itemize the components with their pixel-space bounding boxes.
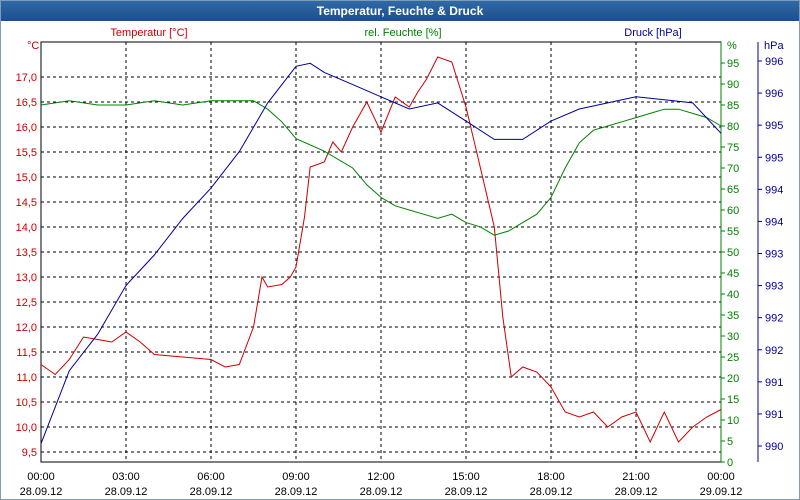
humidity-tick-label: 90 bbox=[727, 79, 739, 91]
x-tick-date: 28.09.12 bbox=[615, 486, 658, 498]
humidity-tick-label: 30 bbox=[727, 331, 739, 343]
temperature-tick-label: 11,5 bbox=[16, 347, 37, 359]
temperature-tick-label: 11,0 bbox=[16, 372, 37, 384]
x-tick-time: 00:00 bbox=[707, 471, 735, 483]
series-line-temperature bbox=[40, 56, 722, 444]
humidity-tick-label: 0 bbox=[727, 457, 733, 469]
temperature-tick-label: 14,0 bbox=[16, 222, 37, 234]
humidity-tick-label: 40 bbox=[727, 289, 739, 301]
humidity-tick-label: 25 bbox=[727, 352, 739, 364]
pressure-tick-label: 990 bbox=[765, 441, 783, 453]
x-tick-date: 28.09.12 bbox=[530, 486, 573, 498]
pressure-tick-label: 996 bbox=[765, 88, 783, 100]
humidity-tick-label: 95 bbox=[727, 58, 739, 70]
pressure-tick-label: 993 bbox=[765, 249, 783, 261]
temperature-tick-label: 10,5 bbox=[16, 397, 37, 409]
pressure-tick-label: 992 bbox=[765, 313, 783, 325]
x-tick-time: 06:00 bbox=[197, 471, 225, 483]
series-line-humidity bbox=[40, 100, 722, 236]
axes bbox=[40, 41, 762, 463]
x-tick-time: 09:00 bbox=[282, 471, 310, 483]
temperature-tick-label: 13,5 bbox=[16, 247, 37, 259]
chart-title: Temperatur, Feuchte & Druck bbox=[1, 1, 799, 21]
pressure-tick-label: 991 bbox=[765, 377, 783, 389]
temperature-axis-title: Temperatur [°C] bbox=[110, 27, 187, 39]
humidity-tick-label: 35 bbox=[727, 310, 739, 322]
humidity-tick-label: 20 bbox=[727, 373, 739, 385]
temperature-tick-label: 12,5 bbox=[16, 297, 37, 309]
pressure-unit-label: hPa bbox=[764, 40, 784, 52]
temperature-tick-label: 13,0 bbox=[16, 272, 37, 284]
chart-svg: °C Temperatur [°C] rel. Feuchte [%] Druc… bbox=[16, 27, 785, 498]
temperature-unit-label: °C bbox=[27, 40, 39, 52]
pressure-tick-label: 994 bbox=[765, 216, 783, 228]
pressure-tick-label: 996 bbox=[765, 56, 783, 68]
x-tick-date: 28.09.12 bbox=[105, 486, 148, 498]
humidity-tick-label: 45 bbox=[727, 268, 739, 280]
humidity-unit-label: % bbox=[727, 40, 737, 52]
humidity-tick-label: 65 bbox=[727, 184, 739, 196]
pressure-axis-title: Druck [hPa] bbox=[624, 27, 681, 39]
x-tick-date: 28.09.12 bbox=[275, 486, 318, 498]
humidity-tick-label: 85 bbox=[727, 100, 739, 112]
humidity-tick-label: 80 bbox=[727, 121, 739, 133]
pressure-tick-label: 995 bbox=[765, 152, 783, 164]
humidity-tick-label: 10 bbox=[727, 415, 739, 427]
x-tick-time: 21:00 bbox=[622, 471, 650, 483]
pressure-tick-label: 995 bbox=[765, 120, 783, 132]
humidity-tick-label: 5 bbox=[727, 436, 733, 448]
humidity-tick-label: 70 bbox=[727, 163, 739, 175]
pressure-tick-label: 992 bbox=[765, 345, 783, 357]
x-tick-date: 28.09.12 bbox=[360, 486, 403, 498]
humidity-tick-label: 60 bbox=[727, 205, 739, 217]
pressure-tick-label: 994 bbox=[765, 184, 783, 196]
series-line-pressure bbox=[40, 62, 722, 444]
x-tick-date: 29.09.12 bbox=[700, 486, 743, 498]
x-tick-date: 28.09.12 bbox=[190, 486, 233, 498]
x-tick-time: 03:00 bbox=[112, 471, 140, 483]
temperature-tick-label: 10,0 bbox=[16, 422, 37, 434]
humidity-tick-label: 75 bbox=[727, 142, 739, 154]
temperature-tick-label: 14,5 bbox=[16, 197, 37, 209]
temperature-tick-label: 12,0 bbox=[16, 322, 37, 334]
temperature-tick-label: 17,0 bbox=[16, 72, 37, 84]
temperature-tick-label: 16,5 bbox=[16, 97, 37, 109]
x-tick-time: 00:00 bbox=[27, 471, 55, 483]
temperature-tick-label: 15,0 bbox=[16, 172, 37, 184]
temperature-tick-label: 9,5 bbox=[22, 447, 37, 459]
pressure-tick-label: 991 bbox=[765, 409, 783, 421]
x-tick-date: 28.09.12 bbox=[20, 486, 63, 498]
x-tick-time: 15:00 bbox=[452, 471, 480, 483]
humidity-axis-title: rel. Feuchte [%] bbox=[364, 27, 441, 39]
tick-labels: 00:00 28.09.12 03:00 28.09.12 06:00 28.09.12 0… bbox=[16, 56, 784, 498]
x-tick-date: 28.09.12 bbox=[445, 486, 488, 498]
humidity-tick-label: 15 bbox=[727, 394, 739, 406]
x-tick-time: 12:00 bbox=[367, 471, 395, 483]
pressure-tick-label: 993 bbox=[765, 281, 783, 293]
grid bbox=[40, 42, 722, 462]
humidity-tick-label: 55 bbox=[727, 226, 739, 238]
temperature-tick-label: 16,0 bbox=[16, 122, 37, 134]
temperature-tick-label: 15,5 bbox=[16, 147, 37, 159]
humidity-tick-label: 50 bbox=[727, 247, 739, 259]
x-tick-time: 18:00 bbox=[537, 471, 565, 483]
series-lines bbox=[40, 56, 722, 444]
